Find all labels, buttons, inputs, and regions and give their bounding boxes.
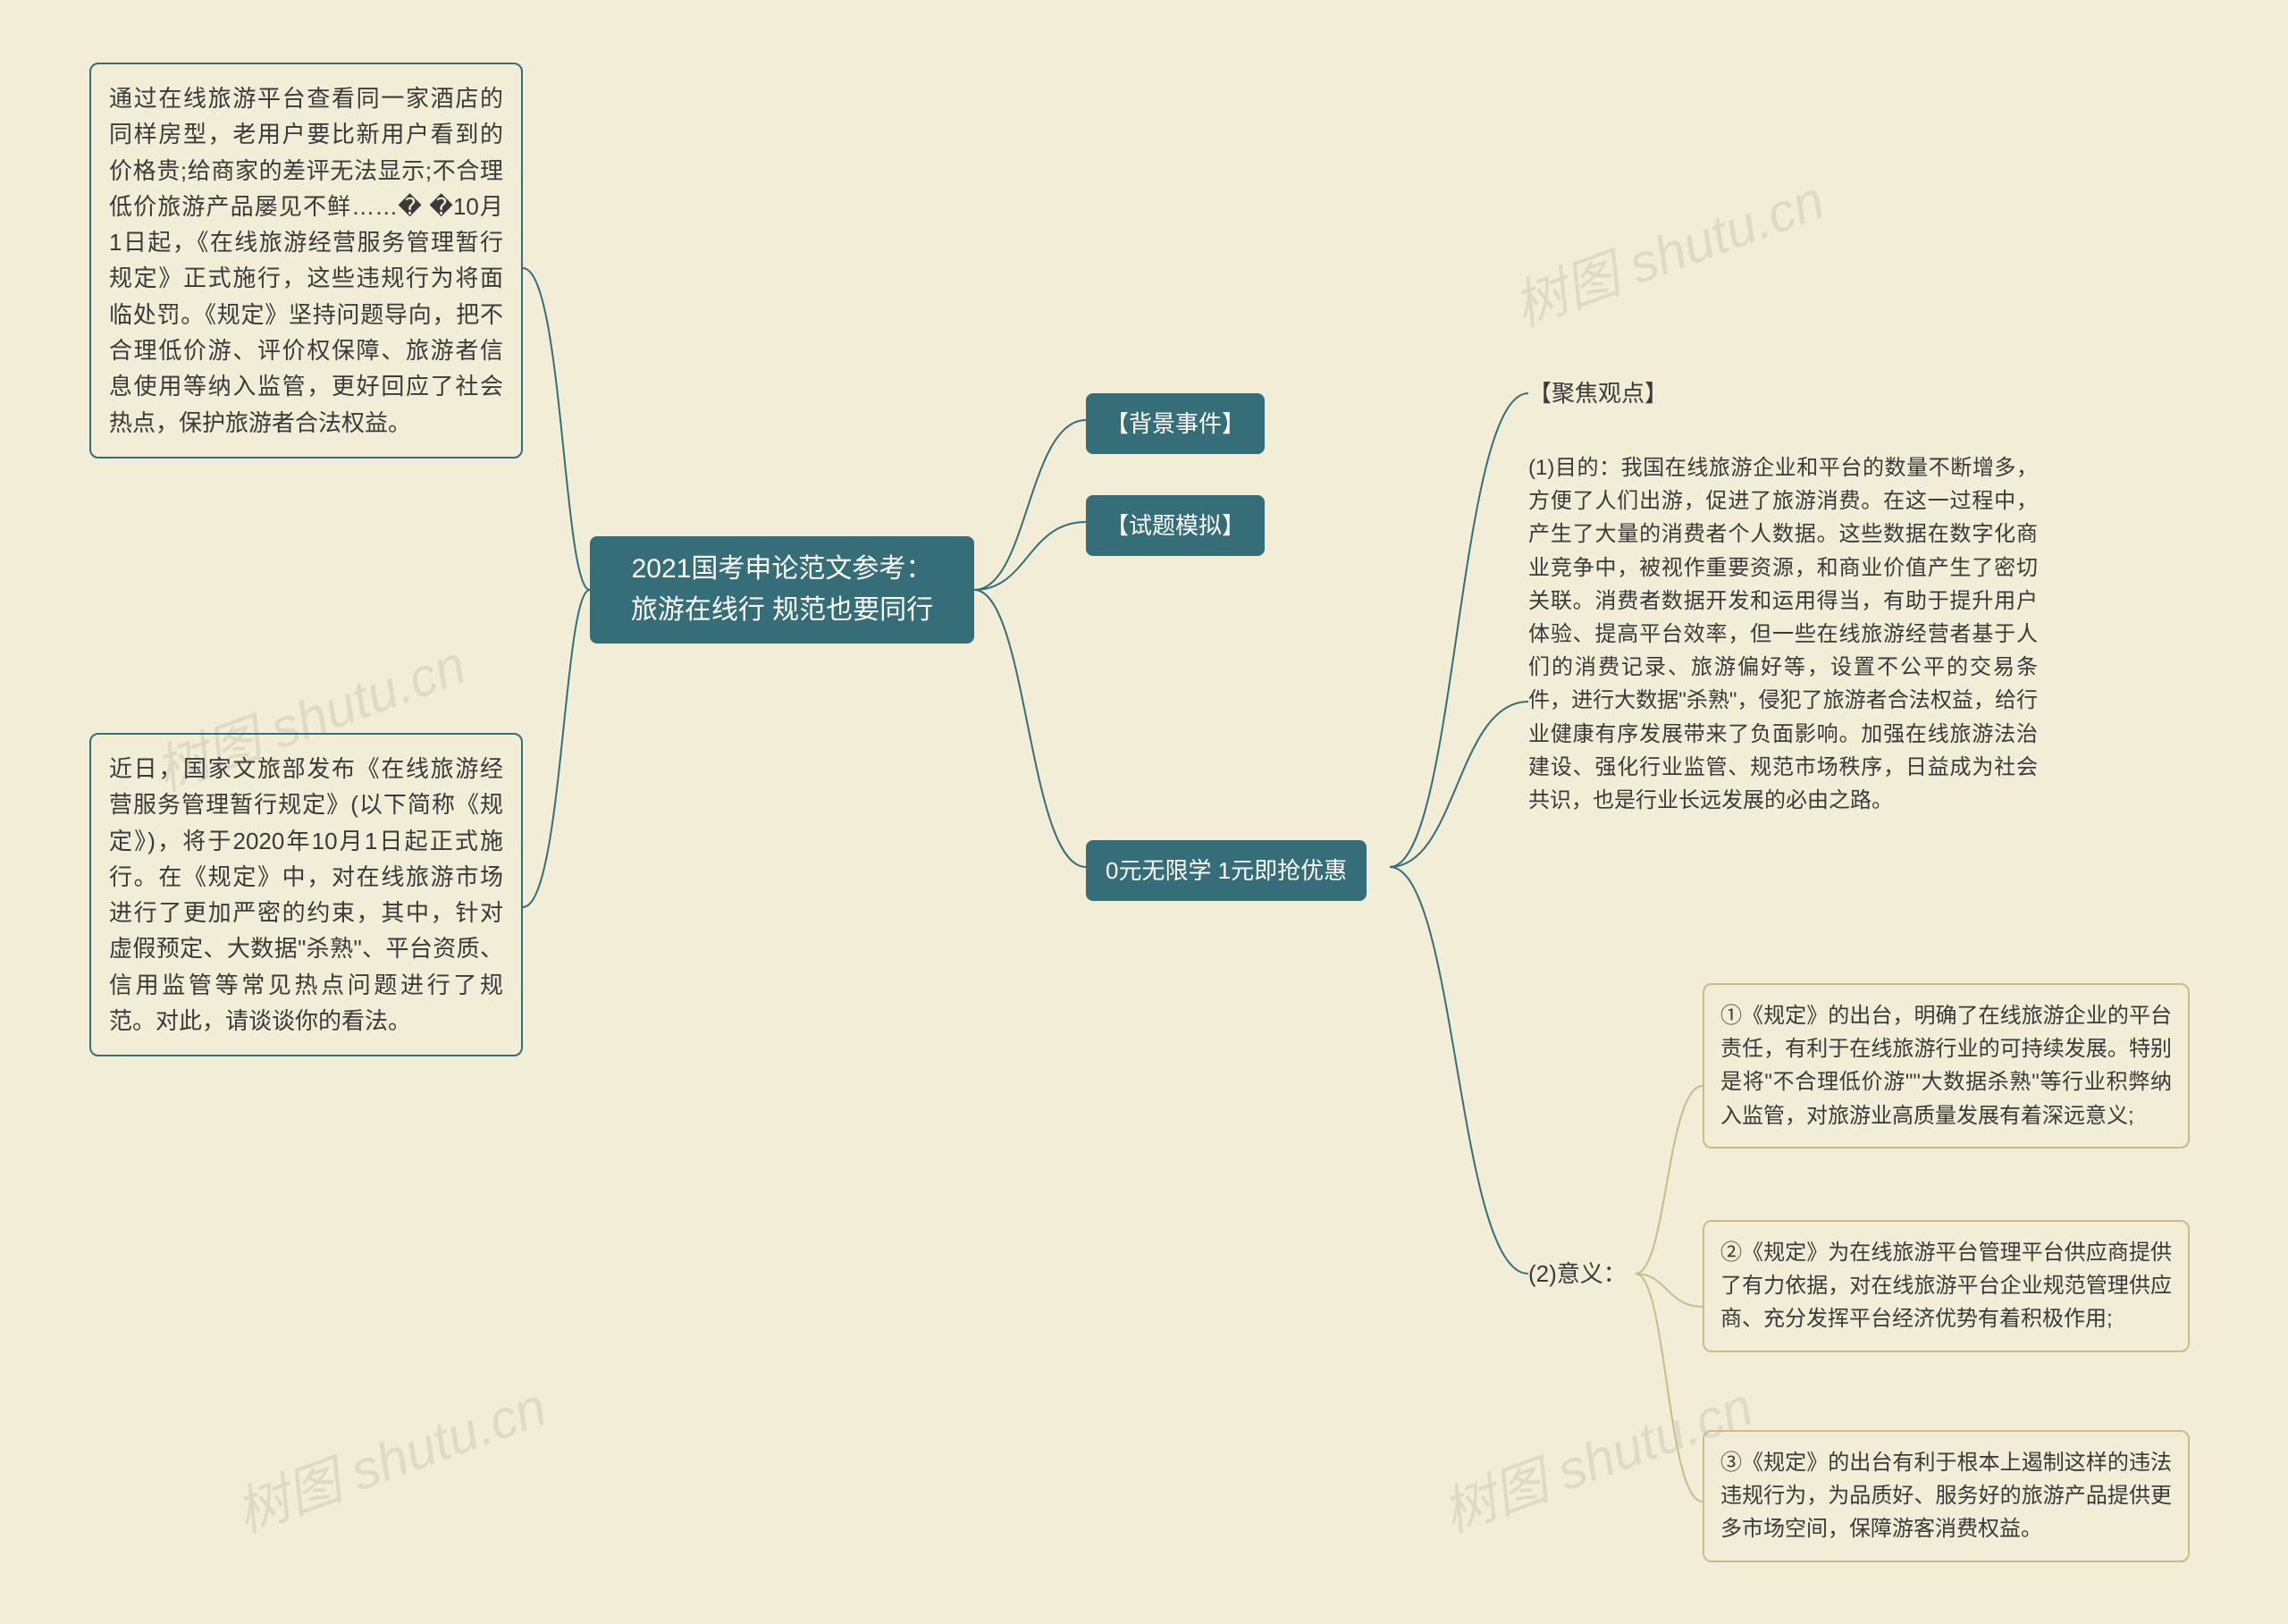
focus-text: 【聚焦观点】 — [1528, 375, 1668, 411]
root-node[interactable]: 2021国考申论范文参考： 旅游在线行 规范也要同行 — [590, 536, 974, 644]
focus-label[interactable]: 【聚焦观点】 — [1528, 375, 1668, 411]
branch-promo-text: 0元无限学 1元即抢优惠 — [1106, 853, 1347, 888]
left-bottom-text: 近日，国家文旅部发布《在线旅游经营服务管理暂行规定》(以下简称《规定》)，将于2… — [109, 751, 503, 1039]
root-line2: 旅游在线行 规范也要同行 — [631, 595, 933, 625]
left-top-text: 通过在线旅游平台查看同一家酒店的同样房型，老用户要比新用户看到的价格贵;给商家的… — [109, 80, 503, 441]
meaning-item-1[interactable]: ①《规定》的出台，明确了在线旅游企业的平台责任，有利于在线旅游行业的可持续发展。… — [1703, 983, 2190, 1149]
branch-background-event[interactable]: 【背景事件】 — [1086, 393, 1265, 454]
m3-text: ③《规定》的出台有利于根本上遏制这样的违法违规行为，为品质好、服务好的旅游产品提… — [1720, 1446, 2172, 1546]
left-top-box[interactable]: 通过在线旅游平台查看同一家酒店的同样房型，老用户要比新用户看到的价格贵;给商家的… — [89, 63, 523, 459]
m2-text: ②《规定》为在线旅游平台管理平台供应商提供了有力依据，对在线旅游平台企业规范管理… — [1720, 1236, 2172, 1336]
left-bottom-box[interactable]: 近日，国家文旅部发布《在线旅游经营服务管理暂行规定》(以下简称《规定》)，将于2… — [89, 733, 523, 1056]
m1-text: ①《规定》的出台，明确了在线旅游企业的平台责任，有利于在线旅游行业的可持续发展。… — [1720, 999, 2172, 1132]
branch-promo[interactable]: 0元无限学 1元即抢优惠 — [1086, 840, 1367, 901]
meaning-text: (2)意义： — [1528, 1256, 1627, 1292]
meaning-label[interactable]: (2)意义： — [1528, 1256, 1627, 1292]
root-line1: 2021国考申论范文参考： — [632, 554, 933, 584]
branch-test-simulation[interactable]: 【试题模拟】 — [1086, 495, 1265, 556]
branch-test-text: 【试题模拟】 — [1106, 508, 1245, 543]
purpose-text: (1)目的：我国在线旅游企业和平台的数量不断增多，方便了人们出游，促进了旅游消费… — [1528, 451, 2038, 817]
meaning-item-3[interactable]: ③《规定》的出台有利于根本上遏制这样的违法违规行为，为品质好、服务好的旅游产品提… — [1703, 1430, 2190, 1562]
purpose-paragraph[interactable]: (1)目的：我国在线旅游企业和平台的数量不断增多，方便了人们出游，促进了旅游消费… — [1528, 451, 2038, 817]
meaning-item-2[interactable]: ②《规定》为在线旅游平台管理平台供应商提供了有力依据，对在线旅游平台企业规范管理… — [1703, 1220, 2190, 1352]
branch-bg-text: 【背景事件】 — [1106, 406, 1245, 442]
